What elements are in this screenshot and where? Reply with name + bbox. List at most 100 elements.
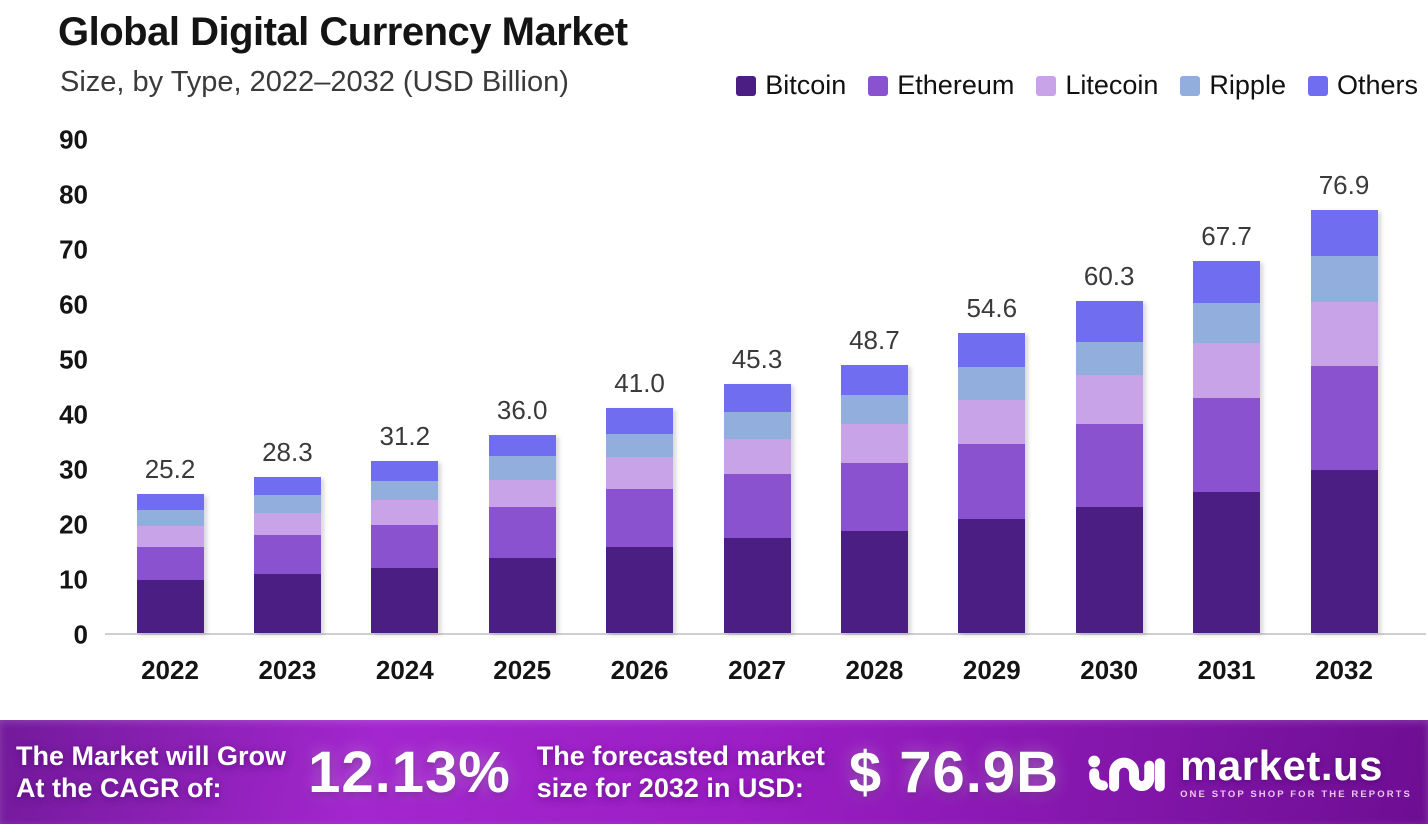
legend-swatch-icon xyxy=(736,75,757,96)
x-axis-tick: 2031 xyxy=(1197,655,1256,685)
legend-label: Litecoin xyxy=(1065,70,1159,100)
y-axis-tick: 80 xyxy=(59,179,88,210)
bar-segment-litecoin xyxy=(371,500,439,525)
legend-label: Ethereum xyxy=(897,70,1015,100)
bar-segment-ripple xyxy=(958,367,1026,400)
y-axis-tick: 60 xyxy=(59,289,88,320)
bar-segment-ethereum xyxy=(1310,366,1378,471)
bar-2023 xyxy=(253,477,321,633)
x-axis-tick: 2025 xyxy=(493,655,552,685)
x-axis-tick: 2027 xyxy=(728,655,786,685)
legend-item-ripple: Ripple xyxy=(1180,70,1286,101)
bar-segment-litecoin xyxy=(488,479,556,508)
brand-tagline: ONE STOP SHOP FOR THE REPORTS xyxy=(1180,788,1412,800)
x-axis-tick: 2024 xyxy=(375,655,434,685)
bar-segment-ethereum xyxy=(606,489,674,548)
x-axis-tick: 2028 xyxy=(845,655,904,685)
bar-total-label: 41.0 xyxy=(614,367,665,398)
bar-segment-others xyxy=(136,494,204,510)
bar-total-label: 36.0 xyxy=(496,395,548,425)
bottom-banner: The Market will Grow At the CAGR of: 12.… xyxy=(0,720,1428,824)
bar-segment-ethereum xyxy=(1193,398,1261,493)
bar-2022 xyxy=(136,494,204,633)
bar-segment-ripple xyxy=(606,434,674,458)
bar-total-label: 76.9 xyxy=(1318,170,1370,201)
legend-swatch-icon xyxy=(1180,75,1201,96)
bar-segment-ripple xyxy=(1310,256,1378,302)
x-axis-tick: 2026 xyxy=(610,655,669,685)
y-axis-tick: 90 xyxy=(59,124,88,155)
legend-item-others: Others xyxy=(1307,70,1418,101)
bar-segment-others xyxy=(253,477,321,495)
bar-2027 xyxy=(723,383,791,633)
bar-segment-bitcoin xyxy=(958,518,1026,633)
cagr-label: The Market will Grow At the CAGR of: xyxy=(16,740,287,803)
bar-2032 xyxy=(1310,210,1378,633)
bar-segment-bitcoin xyxy=(1193,492,1261,633)
bar-segment-litecoin xyxy=(840,424,908,464)
bar-segment-ripple xyxy=(136,509,204,527)
bar-segment-ethereum xyxy=(253,535,321,574)
legend-swatch-icon xyxy=(1307,75,1328,96)
bar-segment-ethereum xyxy=(840,463,908,531)
bar-segment-others xyxy=(1075,301,1143,342)
legend-item-bitcoin: Bitcoin xyxy=(736,70,846,101)
bar-2024 xyxy=(371,461,439,633)
bar-total-label: 67.7 xyxy=(1201,220,1252,251)
bar-segment-bitcoin xyxy=(723,537,791,633)
bar-segment-others xyxy=(606,407,674,435)
bar-segment-litecoin xyxy=(253,513,321,536)
chart-subtitle: Size, by Type, 2022–2032 (USD Billion) xyxy=(60,66,569,98)
y-axis-tick: 50 xyxy=(59,344,88,375)
bar-segment-bitcoin xyxy=(488,558,556,633)
bar-segment-ripple xyxy=(488,456,556,480)
bar-segment-litecoin xyxy=(1193,342,1261,399)
bar-segment-ripple xyxy=(253,494,321,514)
forecast-label: The forecasted market size for 2032 in U… xyxy=(536,740,825,803)
bar-segment-ripple xyxy=(371,481,439,501)
bar-2025 xyxy=(488,435,556,633)
bar-total-label: 31.2 xyxy=(379,421,431,452)
legend-item-ethereum: Ethereum xyxy=(868,70,1014,101)
bar-segment-ethereum xyxy=(488,507,556,559)
bar-segment-ethereum xyxy=(958,443,1026,519)
bar-segment-ethereum xyxy=(136,547,204,580)
bar-segment-bitcoin xyxy=(136,579,204,633)
bar-total-label: 60.3 xyxy=(1083,261,1135,292)
legend-swatch-icon xyxy=(1036,75,1057,96)
bar-segment-bitcoin xyxy=(253,573,321,633)
cagr-value: 12.13% xyxy=(308,739,511,805)
bar-segment-bitcoin xyxy=(606,547,674,633)
brand-logo: market.us ONE STOP SHOP FOR THE REPORTS xyxy=(1086,744,1412,800)
bar-total-label: 25.2 xyxy=(144,454,196,485)
bar-segment-ripple xyxy=(840,394,908,425)
bar-segment-litecoin xyxy=(1310,301,1378,367)
legend-item-litecoin: Litecoin xyxy=(1036,70,1158,101)
chart-title: Global Digital Currency Market xyxy=(58,10,628,54)
x-axis-tick: 2022 xyxy=(141,655,199,685)
bar-segment-ripple xyxy=(723,411,791,439)
plot-area xyxy=(105,140,1426,635)
legend-swatch-icon xyxy=(868,75,889,96)
y-axis-tick: 70 xyxy=(59,234,88,265)
bar-total-label: 45.3 xyxy=(731,343,783,374)
bar-2026 xyxy=(606,407,674,633)
y-axis-tick: 0 xyxy=(73,619,88,650)
y-axis-tick: 20 xyxy=(59,509,88,540)
bar-2031 xyxy=(1193,260,1261,633)
legend-label: Ripple xyxy=(1209,70,1286,100)
y-axis-tick: 10 xyxy=(59,564,88,595)
bar-segment-others xyxy=(488,435,556,457)
bar-total-label: 28.3 xyxy=(262,437,313,468)
bar-segment-litecoin xyxy=(1075,374,1143,425)
bar-2028 xyxy=(840,365,908,633)
bar-segment-litecoin xyxy=(723,438,791,475)
bar-total-label: 48.7 xyxy=(849,325,900,356)
bar-segment-others xyxy=(723,383,791,412)
bar-segment-bitcoin xyxy=(1075,507,1143,633)
bar-segment-ethereum xyxy=(371,524,439,569)
bar-2029 xyxy=(958,332,1026,633)
bar-total-label: 54.6 xyxy=(966,292,1018,323)
x-axis-tick: 2029 xyxy=(962,655,1021,685)
